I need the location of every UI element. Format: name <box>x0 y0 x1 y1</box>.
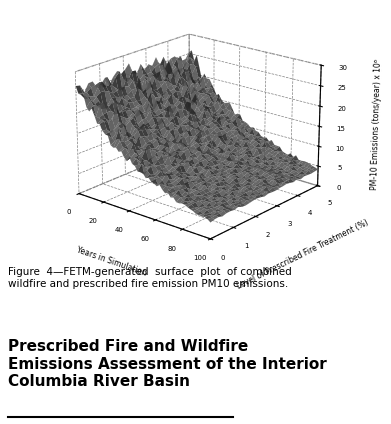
Y-axis label: Level of Prescribed Fire Treatment (%): Level of Prescribed Fire Treatment (%) <box>235 218 369 291</box>
Text: Prescribed Fire and Wildfire
Emissions Assessment of the Interior
Columbia River: Prescribed Fire and Wildfire Emissions A… <box>8 339 326 389</box>
Text: Figure  4—FETM-generated  surface  plot  of combined
wildfire and prescribed fir: Figure 4—FETM-generated surface plot of … <box>8 267 292 289</box>
X-axis label: Years in Simulation: Years in Simulation <box>75 245 148 278</box>
